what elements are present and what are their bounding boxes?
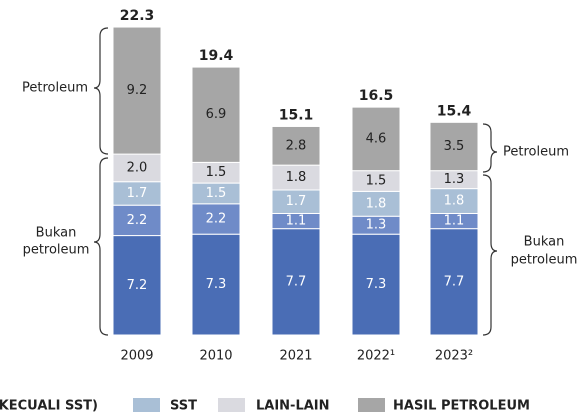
data-label: 1.1 [444,214,465,229]
total-label: 15.4 [437,103,472,119]
bar-segment [191,66,241,163]
x-tick-label: 2022¹ [357,349,395,364]
data-label: 1.5 [366,174,387,189]
data-label: 2.2 [127,213,148,228]
legend-swatch [218,398,245,412]
data-label: 7.3 [366,277,387,292]
legend-swatch [358,398,385,412]
total-label: 19.4 [199,48,234,64]
left-non-petroleum-brace [93,157,109,336]
x-tick-label: 2021 [279,349,312,364]
bar-segment [271,125,321,166]
bar-segment [429,228,479,336]
legend-label: (KECUALI SST) [0,399,98,414]
total-label: 16.5 [359,88,394,104]
bar-segment [112,153,162,183]
legend-swatch [133,398,160,412]
data-label: 2.8 [286,138,307,153]
data-label: 2.0 [127,160,148,175]
annotation: Petroleum [22,81,88,96]
data-label: 7.3 [206,277,227,292]
bar-segment [112,26,162,155]
data-label: 1.7 [286,194,307,209]
data-label: 2.2 [206,211,227,226]
legend-label: HASIL PETROLEUM [393,399,530,414]
total-label: 22.3 [120,8,155,24]
data-label: 1.5 [206,165,227,180]
bar-segment [429,188,479,214]
bar-segment [271,228,321,336]
bar-segment [429,121,479,172]
legend-label: LAIN-LAIN [256,399,330,414]
data-label: 1.3 [366,218,387,233]
data-label: 4.6 [366,131,387,146]
bar-segment [112,204,162,237]
bar-segment [351,190,401,217]
data-label: 1.8 [366,196,387,211]
annotation: Petroleum [503,145,569,160]
data-label: 7.7 [444,274,465,289]
x-tick-label: 2010 [199,349,232,364]
annotation: petroleum [23,243,90,258]
right-petroleum-brace [482,123,498,173]
bar-segment [351,106,401,172]
data-label: 7.2 [127,278,148,293]
data-label: 6.9 [206,107,227,122]
data-label: 1.7 [127,186,148,201]
data-label: 1.5 [206,186,227,201]
data-label: 9.2 [127,83,148,98]
data-label: 1.8 [444,194,465,209]
left-petroleum-brace [93,27,109,155]
legend-label: SST [170,399,197,414]
bar-segment [191,203,241,235]
data-label: 1.1 [286,214,307,229]
bar-segment [351,233,401,336]
annotation: Bukan [524,235,565,250]
x-tick-label: 2023² [435,349,473,364]
annotation: Bukan [36,226,77,241]
data-label: 1.3 [444,172,465,187]
right-non-petroleum-brace [482,174,498,336]
data-label: 3.5 [444,139,465,154]
data-label: 7.7 [286,274,307,289]
data-label: 1.8 [286,170,307,185]
bar-segment [112,235,162,336]
x-tick-label: 2009 [120,349,153,364]
total-label: 15.1 [279,107,314,123]
annotation: petroleum [511,253,578,268]
bar-segment [191,233,241,336]
